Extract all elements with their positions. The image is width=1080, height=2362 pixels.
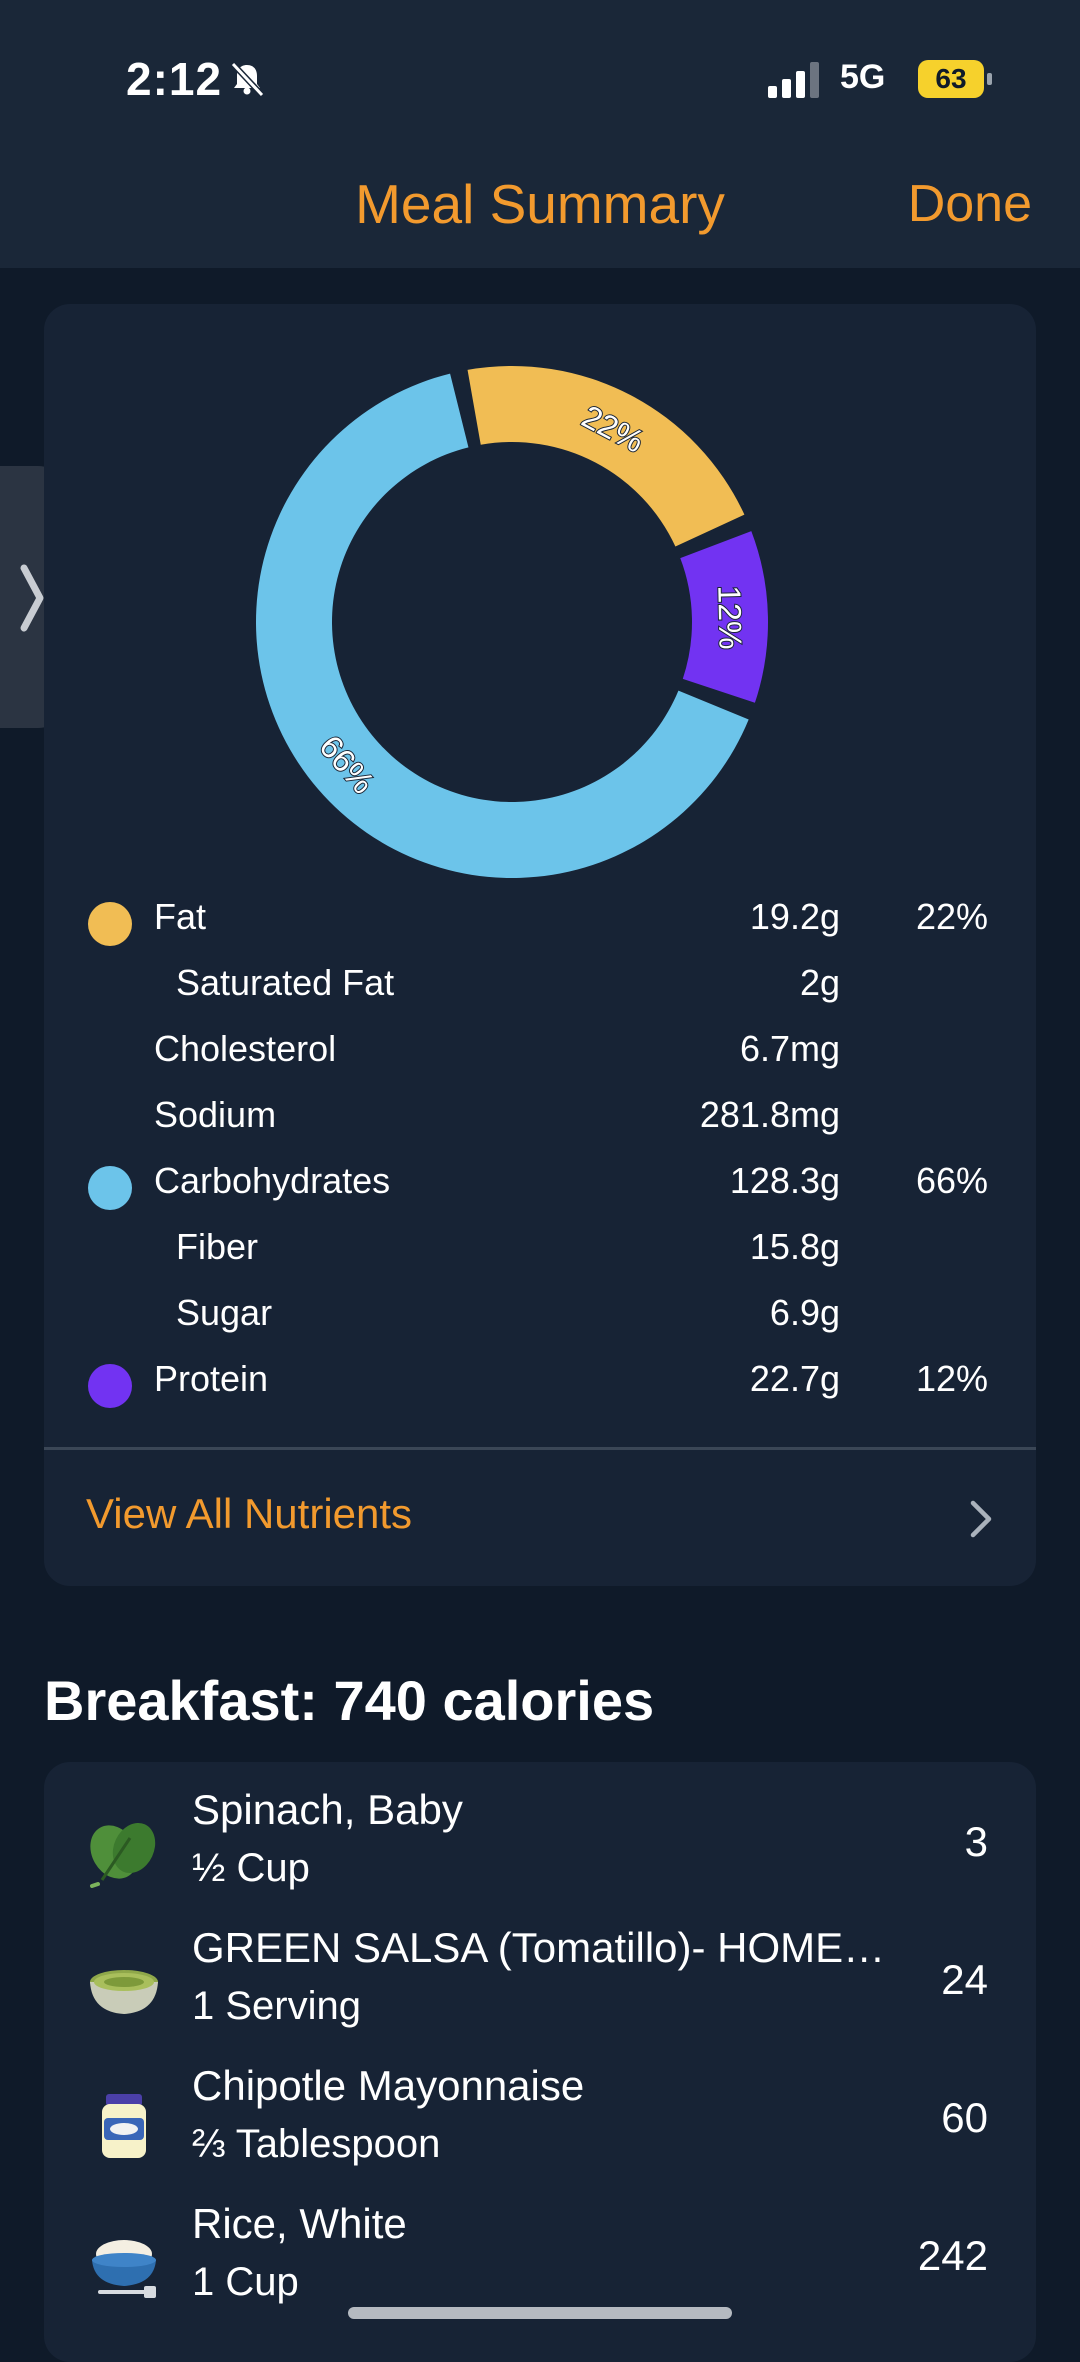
macro-row: Fat 19.2g 22% [44,884,1036,950]
battery-tip [987,73,992,85]
donut-label-protein: 12% [711,585,748,650]
navigation-header [0,0,1080,268]
view-all-nutrients-link[interactable]: View All Nutrients [86,1490,413,1537]
status-time: 2:12 [126,53,223,105]
macro-label: Protein [154,1358,269,1399]
food-list-item[interactable]: Spinach, Baby ½ Cup 3 [44,1780,1036,1916]
spinach-icon [90,1822,156,1888]
macro-amount: 281.8mg [699,1094,840,1135]
food-calories: 60 [941,2094,988,2141]
macro-label: Cholesterol [154,1028,337,1069]
food-name: GREEN SALSA (Tomatillo)- HOME… [192,1924,886,1971]
chevron-right-icon[interactable] [968,1498,994,1540]
battery-icon: 63 [918,60,994,98]
macro-label: Fat [154,896,207,937]
donut-slice-fat [467,366,745,547]
food-name: Chipotle Mayonnaise [192,2062,585,2109]
macro-row: Saturated Fat 2g [44,950,1036,1016]
donut-slice-protein [680,531,768,703]
macro-amount: 6.9g [769,1292,840,1333]
food-serving: 1 Cup [192,2260,299,2304]
macro-label: Fiber [176,1226,259,1267]
legend-dot [88,1166,132,1210]
battery-level: 63 [918,60,984,98]
legend-dot [88,902,132,946]
macro-row: Protein 22.7g 12% [44,1346,1036,1412]
page-title: Meal Summary [355,173,725,235]
nutrition-summary-card [44,304,1036,1586]
salsa-bowl-icon [90,1970,158,2014]
macro-percent: 12% [915,1358,988,1399]
macro-amount: 22.7g [749,1358,840,1399]
macro-label: Saturated Fat [176,962,395,1003]
macro-amount: 128.3g [729,1160,840,1201]
food-list-item[interactable]: Rice, White 1 Cup 242 [44,2194,1036,2330]
food-calories: 242 [917,2232,988,2279]
macro-amount: 2g [799,962,840,1003]
macro-row: Fiber 15.8g [44,1214,1036,1280]
rice-bowl-icon [92,2240,156,2298]
donut-slice-carbohydrates [256,373,749,878]
macro-label: Carbohydrates [154,1160,391,1201]
macro-row: Cholesterol 6.7mg [44,1016,1036,1082]
legend-dot [88,1364,132,1408]
macro-row: Carbohydrates 128.3g 66% [44,1148,1036,1214]
cellular-signal-icon [768,62,819,98]
food-serving: ⅔ Tablespoon [192,2122,441,2166]
bell-muted-icon [230,61,265,98]
meal-section-title: Breakfast: 740 calories [44,1669,655,1732]
macro-amount: 6.7mg [739,1028,840,1069]
divider [44,1447,1036,1450]
network-type: 5G [840,58,886,96]
macro-row: Sugar 6.9g [44,1280,1036,1346]
food-list-item[interactable]: Chipotle Mayonnaise ⅔ Tablespoon 60 [44,2056,1036,2192]
food-list-card [44,1762,1036,2362]
food-calories: 24 [941,1956,988,2003]
macro-percent: 66% [915,1160,988,1201]
macro-amount: 15.8g [749,1226,840,1267]
food-name: Spinach, Baby [192,1786,463,1833]
macro-label: Sugar [176,1292,273,1333]
macro-label: Sodium [154,1094,277,1135]
food-calories: 3 [964,1818,988,1865]
macro-row: Sodium 281.8mg [44,1082,1036,1148]
macro-amount: 19.2g [749,896,840,937]
chevron-right-icon [20,564,44,632]
macro-percent: 22% [915,896,988,937]
done-button[interactable]: Done [907,175,1032,233]
food-serving: 1 Serving [192,1984,361,2028]
food-serving: ½ Cup [192,1846,310,1890]
macro-donut-chart: 22%12%66% [256,366,768,878]
food-name: Rice, White [192,2200,407,2247]
food-list-item[interactable]: GREEN SALSA (Tomatillo)- HOME… 1 Serving 2… [44,1918,1036,2054]
home-indicator[interactable] [348,2307,732,2319]
mayonnaise-jar-icon [102,2094,146,2158]
